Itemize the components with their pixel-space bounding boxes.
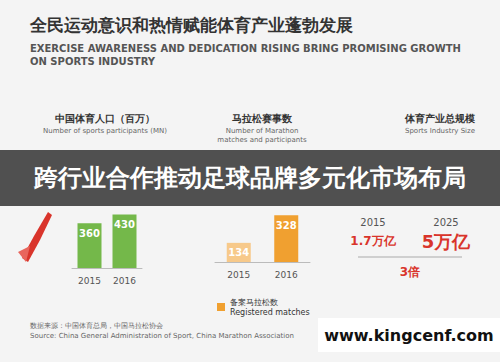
- svg-text:跨行业合作推动足球品牌多元化市场布局: 跨行业合作推动足球品牌多元化市场布局: [33, 164, 466, 192]
- svg-text:328: 328: [276, 220, 297, 231]
- svg-text:430: 430: [114, 219, 135, 230]
- svg-text:全民运动意识和热情赋能体育产业蓬勃发展: 全民运动意识和热情赋能体育产业蓬勃发展: [29, 15, 353, 35]
- svg-text:2015: 2015: [78, 276, 101, 286]
- svg-text:5万亿: 5万亿: [422, 231, 472, 252]
- svg-text:1.7万亿: 1.7万亿: [350, 234, 396, 248]
- svg-text:Registered matches: Registered matches: [230, 308, 310, 317]
- svg-text:EXERCISE AWARENESS AND DEDICAT: EXERCISE AWARENESS AND DEDICATION RISING…: [30, 43, 461, 54]
- svg-text:中国体育人口（百万）: 中国体育人口（百万）: [55, 113, 155, 124]
- svg-text:ON SPORTS INDUSTRY: ON SPORTS INDUSTRY: [30, 56, 156, 67]
- svg-text:www.kingcenf.com: www.kingcenf.com: [324, 326, 493, 345]
- svg-text:马拉松赛事数: 马拉松赛事数: [232, 113, 293, 124]
- svg-text:数据来源：中国体育总局，中国马拉松协会: 数据来源：中国体育总局，中国马拉松协会: [30, 321, 163, 330]
- svg-text:2025: 2025: [433, 217, 458, 228]
- svg-text:2016: 2016: [275, 270, 298, 280]
- svg-text:matches and participants: matches and participants: [217, 136, 307, 144]
- svg-text:体育产业总规模: 体育产业总规模: [404, 113, 476, 124]
- svg-text:2015: 2015: [360, 217, 385, 228]
- svg-text:Number of sports participants: Number of sports participants (MN): [43, 127, 167, 135]
- svg-text:Sports Industry Size: Sports Industry Size: [405, 127, 475, 135]
- svg-text:360: 360: [79, 228, 100, 239]
- svg-text:3倍: 3倍: [400, 265, 420, 279]
- svg-text:Number of Marathon: Number of Marathon: [226, 127, 299, 135]
- svg-text:134: 134: [228, 247, 249, 258]
- svg-text:2016: 2016: [113, 276, 136, 286]
- svg-text:Source: China General Administ: Source: China General Administration of …: [30, 332, 294, 340]
- svg-text:2015: 2015: [227, 270, 250, 280]
- svg-text:备案马拉松数: 备案马拉松数: [230, 298, 278, 307]
